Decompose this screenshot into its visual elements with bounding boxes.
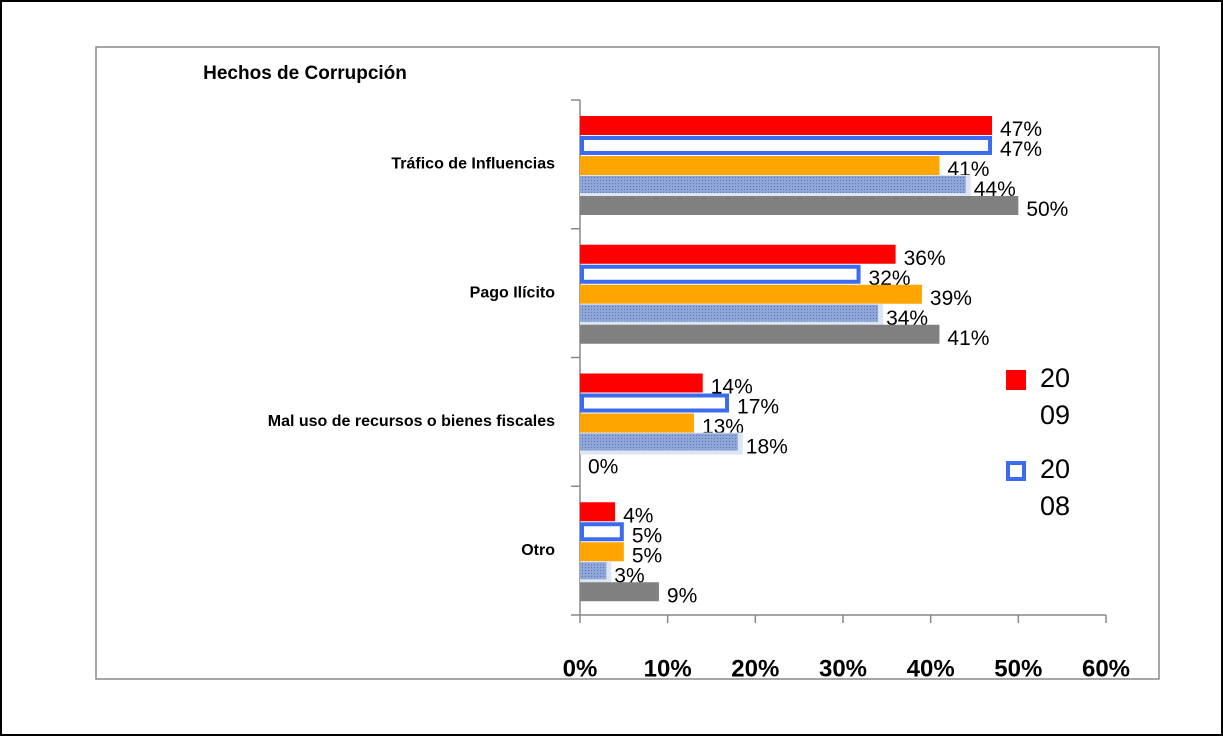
data-label: 5% bbox=[632, 544, 662, 567]
data-label: 50% bbox=[1026, 198, 1068, 221]
data-label: 34% bbox=[886, 307, 928, 330]
data-label: 47% bbox=[1000, 118, 1042, 141]
data-label: 36% bbox=[904, 247, 946, 270]
bar bbox=[580, 393, 730, 413]
data-label: 4% bbox=[623, 504, 653, 527]
bar bbox=[580, 284, 922, 304]
bar bbox=[580, 413, 694, 433]
bar bbox=[580, 136, 993, 155]
x-tick-label: 40% bbox=[907, 655, 955, 682]
legend-swatch bbox=[1006, 461, 1026, 481]
bar bbox=[580, 582, 659, 602]
data-label: 5% bbox=[632, 524, 662, 547]
bar bbox=[580, 244, 896, 264]
bar bbox=[580, 264, 861, 284]
data-label: 18% bbox=[746, 436, 788, 459]
x-tick-label: 20% bbox=[731, 655, 779, 682]
data-label: 47% bbox=[1000, 138, 1042, 161]
data-label: 32% bbox=[869, 267, 911, 290]
bar bbox=[580, 373, 703, 393]
bar bbox=[580, 562, 607, 580]
bar bbox=[580, 542, 624, 562]
bar bbox=[580, 176, 966, 193]
x-tick-label: 30% bbox=[819, 655, 867, 682]
y-tick-label: Pago Ilícito bbox=[470, 284, 556, 301]
x-tick-label: 10% bbox=[644, 655, 692, 682]
y-tick-label: Tráfico de Influencias bbox=[391, 156, 555, 173]
bar bbox=[580, 156, 940, 175]
legend-label: 2008 bbox=[1040, 454, 1071, 521]
x-tick-label: 0% bbox=[563, 655, 598, 682]
y-tick-label: Mal uso de recursos o bienes fiscales bbox=[268, 413, 555, 430]
data-label: 9% bbox=[667, 584, 697, 607]
data-label: 0% bbox=[588, 456, 618, 479]
legend-swatch bbox=[1006, 370, 1026, 390]
x-tick-label: 50% bbox=[994, 655, 1042, 682]
bar bbox=[580, 324, 940, 344]
bar bbox=[580, 522, 624, 542]
x-tick-label: 60% bbox=[1082, 655, 1130, 682]
bar bbox=[580, 433, 738, 451]
y-tick-label: Otro bbox=[521, 542, 555, 559]
data-label: 41% bbox=[947, 327, 989, 350]
data-label: 17% bbox=[737, 396, 779, 419]
data-label: 44% bbox=[974, 178, 1016, 201]
legend-label: 2009 bbox=[1040, 363, 1071, 430]
data-label: 39% bbox=[930, 287, 972, 310]
data-label: 3% bbox=[614, 564, 644, 587]
bar bbox=[580, 196, 1019, 215]
bar bbox=[580, 116, 993, 135]
bar bbox=[580, 502, 616, 522]
bar bbox=[580, 304, 879, 322]
chart-title: Hechos de Corrupción bbox=[203, 63, 407, 84]
data-label: 14% bbox=[711, 376, 753, 399]
